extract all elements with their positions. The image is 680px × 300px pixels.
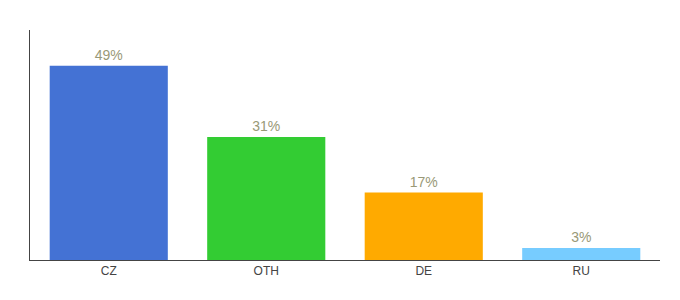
svg-text:31%: 31% (252, 118, 280, 134)
svg-text:3%: 3% (571, 229, 591, 245)
svg-text:RU: RU (573, 264, 590, 278)
svg-text:17%: 17% (410, 174, 438, 190)
svg-text:OTH: OTH (254, 264, 279, 278)
svg-text:CZ: CZ (101, 264, 117, 278)
svg-text:DE: DE (415, 264, 432, 278)
svg-text:49%: 49% (95, 47, 123, 63)
